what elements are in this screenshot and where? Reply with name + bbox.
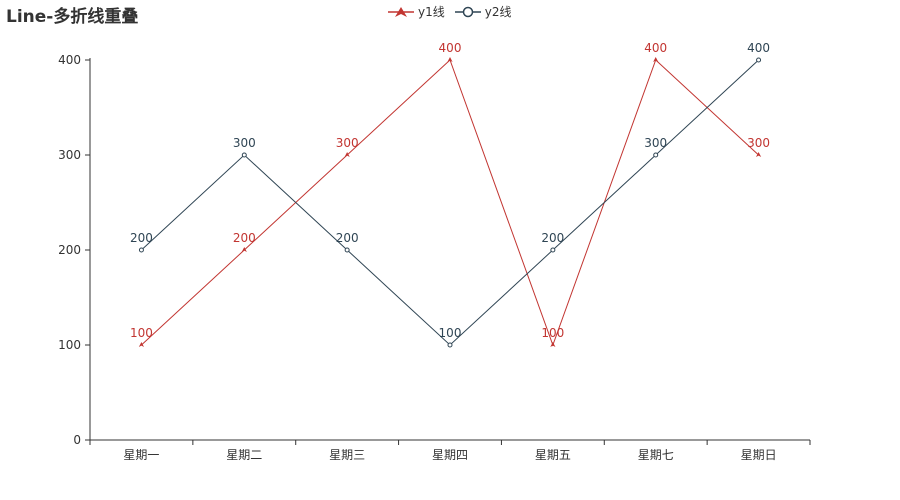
data-label-2: 400 [747, 41, 770, 55]
series-line-2 [141, 59, 759, 346]
legend: y1线 y2线 [388, 3, 522, 20]
data-point-1[interactable] [344, 152, 350, 157]
data-point-1[interactable] [755, 152, 762, 157]
legend-label-y2: y2线 [484, 5, 512, 19]
data-label-1: 400 [439, 41, 462, 55]
data-point-2[interactable] [550, 247, 556, 253]
data-label-2: 200 [130, 231, 153, 245]
legend-item-y1[interactable]: y1线 [388, 3, 445, 20]
x-tick-label: 星期三 [329, 448, 365, 462]
series-line-1 [141, 59, 759, 347]
data-point-2[interactable] [447, 342, 453, 348]
data-label-1: 100 [541, 326, 564, 340]
x-tick-label: 星期五 [535, 448, 571, 462]
y-tick-label: 200 [58, 243, 81, 257]
data-label-1: 300 [747, 136, 770, 150]
y-tick-label: 400 [58, 53, 81, 67]
legend-label-y1: y1线 [418, 5, 445, 19]
chart-title: Line-多折线重叠 [6, 7, 139, 27]
data-label-1: 200 [233, 231, 256, 245]
triangle-icon [388, 6, 414, 17]
data-point-2[interactable] [241, 152, 247, 158]
data-point-2[interactable] [653, 152, 659, 158]
data-label-1: 100 [130, 326, 153, 340]
x-tick-label: 星期二 [226, 448, 262, 462]
data-point-1[interactable] [241, 247, 247, 252]
x-tick-label: 星期四 [432, 448, 468, 462]
x-tick-label: 星期日 [741, 448, 777, 462]
data-label-1: 400 [644, 41, 667, 55]
y-tick-label: 0 [73, 433, 81, 447]
circle-icon [454, 6, 481, 17]
data-point-2[interactable] [138, 247, 144, 253]
data-point-1[interactable] [550, 342, 556, 347]
data-point-2[interactable] [756, 57, 762, 63]
data-label-2: 300 [644, 136, 667, 150]
data-label-2: 100 [439, 326, 462, 340]
data-label-2: 300 [233, 136, 256, 150]
data-label-2: 200 [336, 231, 359, 245]
data-label-1: 300 [336, 136, 359, 150]
data-point-1[interactable] [138, 342, 145, 347]
data-point-1[interactable] [447, 57, 453, 62]
data-point-2[interactable] [344, 247, 350, 253]
legend-item-y2[interactable]: y2线 [454, 3, 512, 20]
x-tick-label: 星期七 [638, 448, 674, 462]
data-point-1[interactable] [653, 57, 659, 62]
data-label-2: 200 [541, 231, 564, 245]
y-tick-label: 300 [58, 148, 81, 162]
y-tick-label: 100 [58, 338, 81, 352]
x-tick-label: 星期一 [123, 448, 159, 462]
